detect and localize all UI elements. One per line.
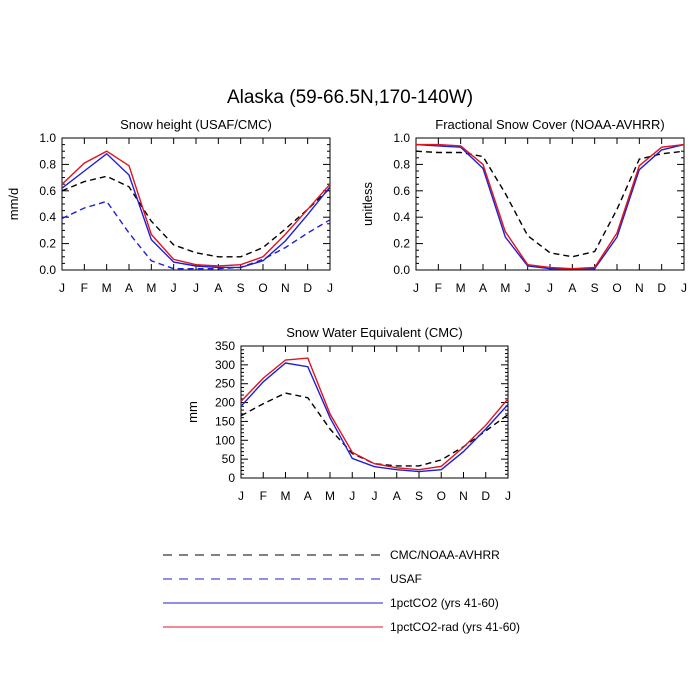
x-tick-label: M [146, 281, 156, 295]
y-tick-label: 0.8 [393, 157, 410, 171]
y-tick-label: 0.4 [39, 210, 56, 224]
y-tick-label: 350 [215, 339, 235, 353]
chart-panel-3: Snow Water Equivalent (CMC)mmJ F M A M J J A S O N… [185, 325, 511, 503]
x-tick-label: A [479, 281, 487, 295]
y-tick-label: 0.0 [39, 263, 56, 277]
panel-title: Fractional Snow Cover (NOAA-AVHRR) [435, 117, 664, 132]
series-line-usaf [61, 200, 331, 270]
x-tick-label: A [125, 281, 133, 295]
series-line-cmc-noaa-avhrr [415, 150, 685, 258]
series-line-cmc-noaa-avhrr [240, 392, 509, 467]
x-tick-label: J [238, 489, 244, 503]
legend-label: 1pctCO2 (yrs 41-60) [390, 596, 499, 610]
x-tick-label: D [303, 281, 312, 295]
x-tick-label: F [81, 281, 88, 295]
y-tick-label: 0.6 [39, 184, 56, 198]
x-tick-label: S [237, 281, 245, 295]
x-tick-label: O [258, 281, 267, 295]
series-line-1pctco2-rad-yrs-41-60 [240, 357, 509, 471]
x-tick-label: J [681, 281, 687, 295]
y-tick-label: 0.4 [393, 210, 410, 224]
plot-frame [415, 137, 685, 271]
plot-frame [240, 345, 509, 479]
panel-title: Snow height (USAF/CMC) [120, 117, 272, 132]
x-tick-label: J [547, 281, 553, 295]
x-tick-label: A [304, 489, 312, 503]
legend-label: USAF [390, 572, 422, 586]
x-tick-label: M [456, 281, 466, 295]
x-tick-label: D [657, 281, 666, 295]
y-tick-label: 0.8 [39, 157, 56, 171]
y-tick-label: 0.6 [393, 184, 410, 198]
x-tick-label: O [437, 489, 446, 503]
y-tick-label: 0.0 [393, 263, 410, 277]
series-line-1pctco2-rad-yrs-41-60 [416, 143, 685, 270]
y-axis-label: mm/d [6, 188, 21, 221]
x-tick-label: S [415, 489, 423, 503]
panel-title: Snow Water Equivalent (CMC) [286, 325, 463, 340]
x-tick-label: J [505, 489, 511, 503]
series-line-1pctco2-yrs-41-60 [240, 362, 509, 473]
y-tick-label: 0.2 [393, 237, 410, 251]
y-tick-label: 1.0 [39, 131, 56, 145]
y-tick-label: 300 [215, 358, 235, 372]
y-tick-label: 50 [222, 452, 236, 466]
chart-panel-2: Fractional Snow Cover (NOAA-AVHRR) unitle… [360, 117, 687, 295]
legend: CMC/NOAA-AVHRR USAF 1pctCO2 (yrs 41-60) 1pc… [163, 548, 520, 634]
x-tick-label: A [214, 281, 222, 295]
legend-label: 1pctCO2-rad (yrs 41-60) [390, 620, 520, 634]
x-tick-label: N [459, 489, 468, 503]
x-tick-label: A [393, 489, 401, 503]
y-tick-label: 0 [228, 471, 235, 485]
y-axis-label: mm [185, 401, 200, 423]
y-tick-label: 0.2 [39, 237, 56, 251]
y-tick-label: 1.0 [393, 131, 410, 145]
x-tick-label: M [102, 281, 112, 295]
x-tick-label: J [413, 281, 419, 295]
y-axis-label: unitless [360, 181, 375, 226]
y-tick-label: 100 [215, 433, 235, 447]
x-tick-label: A [568, 281, 576, 295]
x-tick-label: J [327, 281, 333, 295]
series-line-cmc-noaa-avhrr [61, 175, 331, 258]
x-tick-label: N [281, 281, 290, 295]
y-tick-label: 150 [215, 414, 235, 428]
x-tick-label: F [435, 281, 442, 295]
y-tick-label: 200 [215, 396, 235, 410]
x-tick-label: J [59, 281, 65, 295]
y-tick-label: 250 [215, 377, 235, 391]
series-line-1pctco2-yrs-41-60 [415, 143, 685, 270]
legend-label: CMC/NOAA-AVHRR [390, 548, 500, 562]
x-tick-label: J [193, 281, 199, 295]
x-tick-label: D [481, 489, 490, 503]
series-line-1pctco2-rad-yrs-41-60 [61, 150, 331, 267]
x-tick-label: J [171, 281, 177, 295]
x-tick-label: N [635, 281, 644, 295]
x-tick-label: O [612, 281, 621, 295]
chart-panel-1: Snow height (USAF/CMC)mm/dJ F M A M J J A S O N D J0… [6, 117, 333, 295]
x-tick-label: S [591, 281, 599, 295]
x-tick-label: J [525, 281, 531, 295]
x-tick-label: M [500, 281, 510, 295]
x-tick-label: J [372, 489, 378, 503]
x-tick-label: M [325, 489, 335, 503]
series-line-1pctco2-yrs-41-60 [61, 152, 331, 269]
x-tick-label: J [349, 489, 355, 503]
figure-title: Alaska (59-66.5N,170-140W) [227, 87, 473, 108]
x-tick-label: F [260, 489, 267, 503]
x-tick-label: M [281, 489, 291, 503]
